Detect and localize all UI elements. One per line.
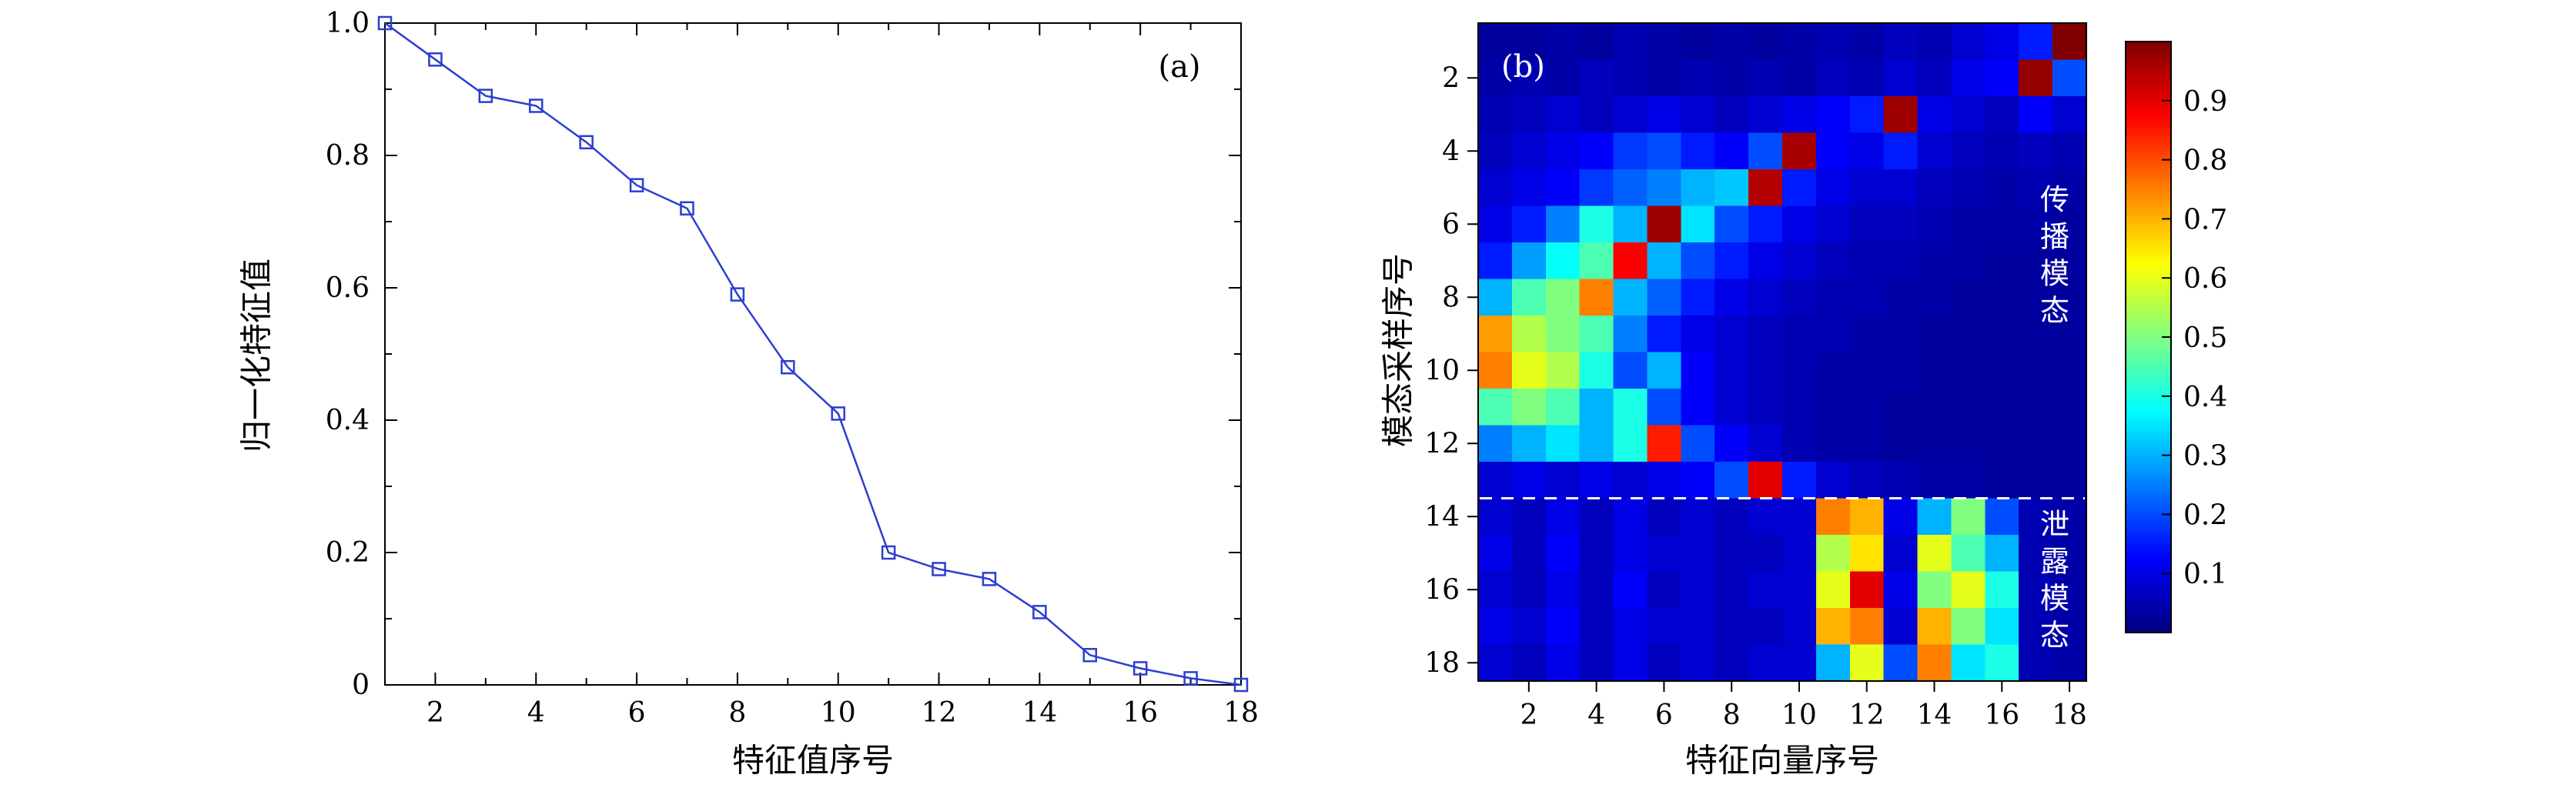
svg-text:0: 0: [352, 669, 370, 701]
svg-text:0.3: 0.3: [2183, 441, 2227, 472]
svg-text:8: 8: [728, 697, 746, 729]
svg-text:18: 18: [1424, 647, 1460, 679]
propagation-modes-annotation: 传播模态: [2035, 184, 2069, 332]
svg-text:16: 16: [1984, 700, 2019, 731]
svg-text:18: 18: [1223, 697, 1259, 729]
svg-text:0.2: 0.2: [2183, 499, 2227, 531]
svg-text:0.1: 0.1: [2183, 559, 2227, 590]
svg-text:14: 14: [1917, 700, 1952, 731]
svg-text:18: 18: [2052, 700, 2087, 731]
svg-text:16: 16: [1122, 697, 1158, 729]
svg-text:10: 10: [1781, 700, 1817, 731]
svg-text:0.7: 0.7: [2183, 204, 2227, 235]
colorbar-canvas: [2126, 42, 2171, 633]
panel-b-label: (b): [1501, 49, 1545, 85]
svg-text:1.0: 1.0: [326, 8, 370, 39]
svg-text:4: 4: [527, 697, 545, 729]
svg-text:0.4: 0.4: [326, 405, 370, 436]
svg-text:0.4: 0.4: [2183, 382, 2227, 413]
svg-text:0.2: 0.2: [326, 537, 370, 569]
svg-text:6: 6: [628, 697, 646, 729]
svg-text:8: 8: [1442, 282, 1460, 313]
svg-text:4: 4: [1442, 135, 1460, 167]
svg-text:0.8: 0.8: [326, 140, 370, 172]
svg-text:14: 14: [1022, 697, 1057, 729]
svg-text:0.5: 0.5: [2183, 322, 2227, 354]
svg-text:14: 14: [1424, 501, 1460, 533]
panel-b-xlabel: 特征向量序号: [1684, 741, 1880, 780]
heatmap-canvas: [1478, 23, 2086, 681]
svg-text:0.9: 0.9: [2183, 86, 2227, 118]
panel-a-ylabel: 归一化特征值: [237, 258, 276, 453]
svg-text:4: 4: [1587, 700, 1605, 731]
svg-text:12: 12: [1849, 700, 1885, 731]
svg-text:2: 2: [427, 697, 444, 729]
panel-a-label: (a): [1158, 49, 1201, 85]
svg-text:2: 2: [1442, 62, 1460, 94]
svg-text:6: 6: [1442, 209, 1460, 240]
panel-b-ylabel: 模态采样序号: [1379, 252, 1417, 448]
svg-text:12: 12: [922, 697, 957, 729]
svg-text:0.6: 0.6: [326, 272, 370, 304]
svg-text:0.6: 0.6: [2183, 263, 2227, 295]
svg-text:8: 8: [1723, 700, 1741, 731]
svg-text:16: 16: [1424, 574, 1460, 606]
svg-text:0.8: 0.8: [2183, 145, 2227, 177]
svg-text:2: 2: [1520, 700, 1537, 731]
svg-text:6: 6: [1655, 700, 1673, 731]
svg-text:12: 12: [1424, 428, 1460, 459]
panel-a-xlabel: 特征值序号: [731, 741, 895, 780]
svg-text:10: 10: [821, 697, 856, 729]
leakage-modes-annotation: 泄露模态: [2035, 509, 2069, 656]
svg-text:10: 10: [1424, 355, 1460, 386]
